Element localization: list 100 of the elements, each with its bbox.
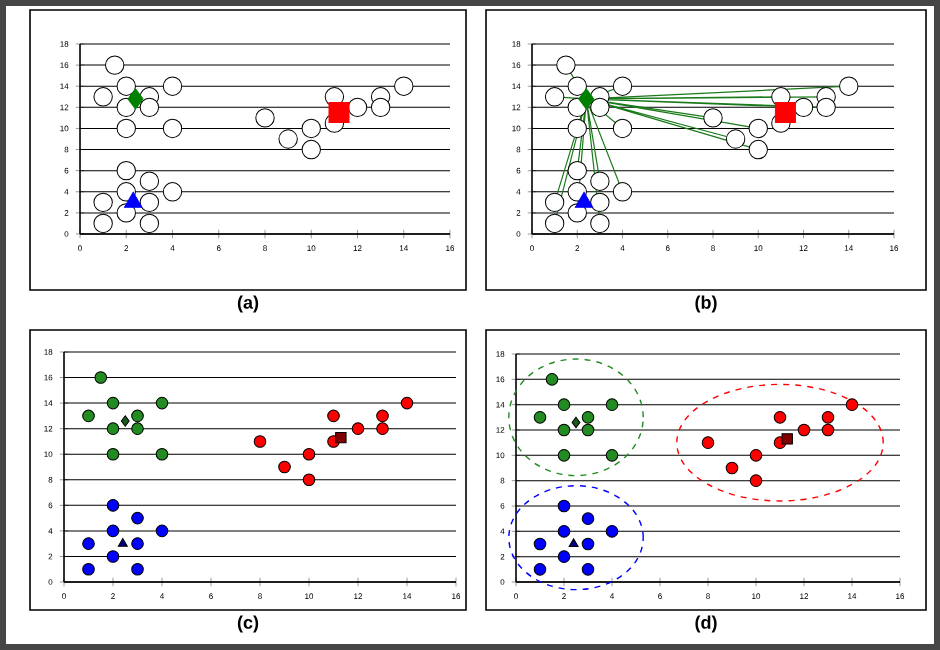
point xyxy=(351,422,365,435)
point xyxy=(106,524,120,538)
point xyxy=(106,499,120,512)
point xyxy=(568,538,579,548)
point xyxy=(376,422,389,435)
point xyxy=(335,431,347,444)
point xyxy=(155,447,169,461)
point xyxy=(748,118,768,139)
point xyxy=(590,171,610,191)
point xyxy=(124,191,143,208)
point xyxy=(581,512,595,525)
point xyxy=(816,97,836,118)
point xyxy=(557,449,571,462)
point xyxy=(533,537,547,551)
point xyxy=(774,102,796,124)
point xyxy=(701,436,715,449)
point xyxy=(376,409,389,423)
point xyxy=(748,139,768,160)
point xyxy=(571,416,581,429)
point xyxy=(131,537,144,550)
point xyxy=(557,525,571,538)
point xyxy=(725,461,739,475)
point xyxy=(749,474,763,487)
point xyxy=(793,97,814,118)
point xyxy=(773,411,787,424)
point xyxy=(612,118,633,139)
point xyxy=(612,76,633,96)
point xyxy=(605,449,619,462)
point xyxy=(131,562,144,576)
point xyxy=(347,97,368,118)
point xyxy=(106,422,120,435)
point xyxy=(556,55,576,75)
point xyxy=(120,415,130,427)
point xyxy=(131,409,144,423)
point xyxy=(581,537,595,551)
point xyxy=(106,447,120,461)
point xyxy=(581,411,595,424)
point xyxy=(116,76,136,96)
point xyxy=(106,550,120,563)
point xyxy=(581,563,595,576)
point xyxy=(578,88,595,110)
point xyxy=(162,118,183,139)
point xyxy=(781,433,793,445)
point xyxy=(544,213,565,234)
point xyxy=(533,563,547,576)
point xyxy=(301,118,321,139)
point xyxy=(117,537,128,547)
point xyxy=(590,192,610,213)
x-axis-title: (d) xyxy=(695,615,717,633)
point xyxy=(567,76,587,96)
point xyxy=(749,449,763,462)
x-axis-title: (a) xyxy=(237,295,259,313)
point xyxy=(82,537,95,550)
point xyxy=(370,97,391,118)
point xyxy=(557,398,571,411)
point xyxy=(605,525,619,538)
point xyxy=(278,460,291,474)
point xyxy=(557,423,571,437)
point xyxy=(116,160,136,181)
point xyxy=(162,76,183,96)
point xyxy=(94,371,108,384)
point xyxy=(797,423,811,437)
point xyxy=(581,423,595,437)
point xyxy=(127,88,144,110)
point xyxy=(328,102,350,124)
point xyxy=(703,108,723,128)
point xyxy=(839,76,859,96)
x-axis-title: (b) xyxy=(695,295,717,313)
point xyxy=(301,139,321,160)
point xyxy=(845,398,859,411)
point xyxy=(82,562,95,576)
point xyxy=(821,411,835,424)
point xyxy=(327,409,340,423)
point xyxy=(131,422,144,435)
point xyxy=(302,473,316,487)
point xyxy=(162,182,183,202)
point xyxy=(574,191,594,208)
point xyxy=(725,129,746,149)
point xyxy=(567,118,587,139)
point xyxy=(567,160,587,181)
point xyxy=(302,447,316,461)
point xyxy=(253,435,267,448)
x-axis-title: (c) xyxy=(237,615,259,633)
point xyxy=(544,87,565,107)
point xyxy=(544,192,565,213)
point xyxy=(590,213,610,234)
point xyxy=(400,396,414,410)
point xyxy=(155,396,169,410)
point xyxy=(116,118,136,139)
point xyxy=(131,511,144,525)
point xyxy=(105,55,125,75)
point xyxy=(605,398,619,411)
point xyxy=(545,373,559,386)
point xyxy=(821,423,835,437)
point xyxy=(394,76,414,96)
point xyxy=(82,409,95,423)
point xyxy=(139,97,160,118)
point xyxy=(533,411,547,424)
point xyxy=(612,182,633,202)
point xyxy=(106,396,120,410)
